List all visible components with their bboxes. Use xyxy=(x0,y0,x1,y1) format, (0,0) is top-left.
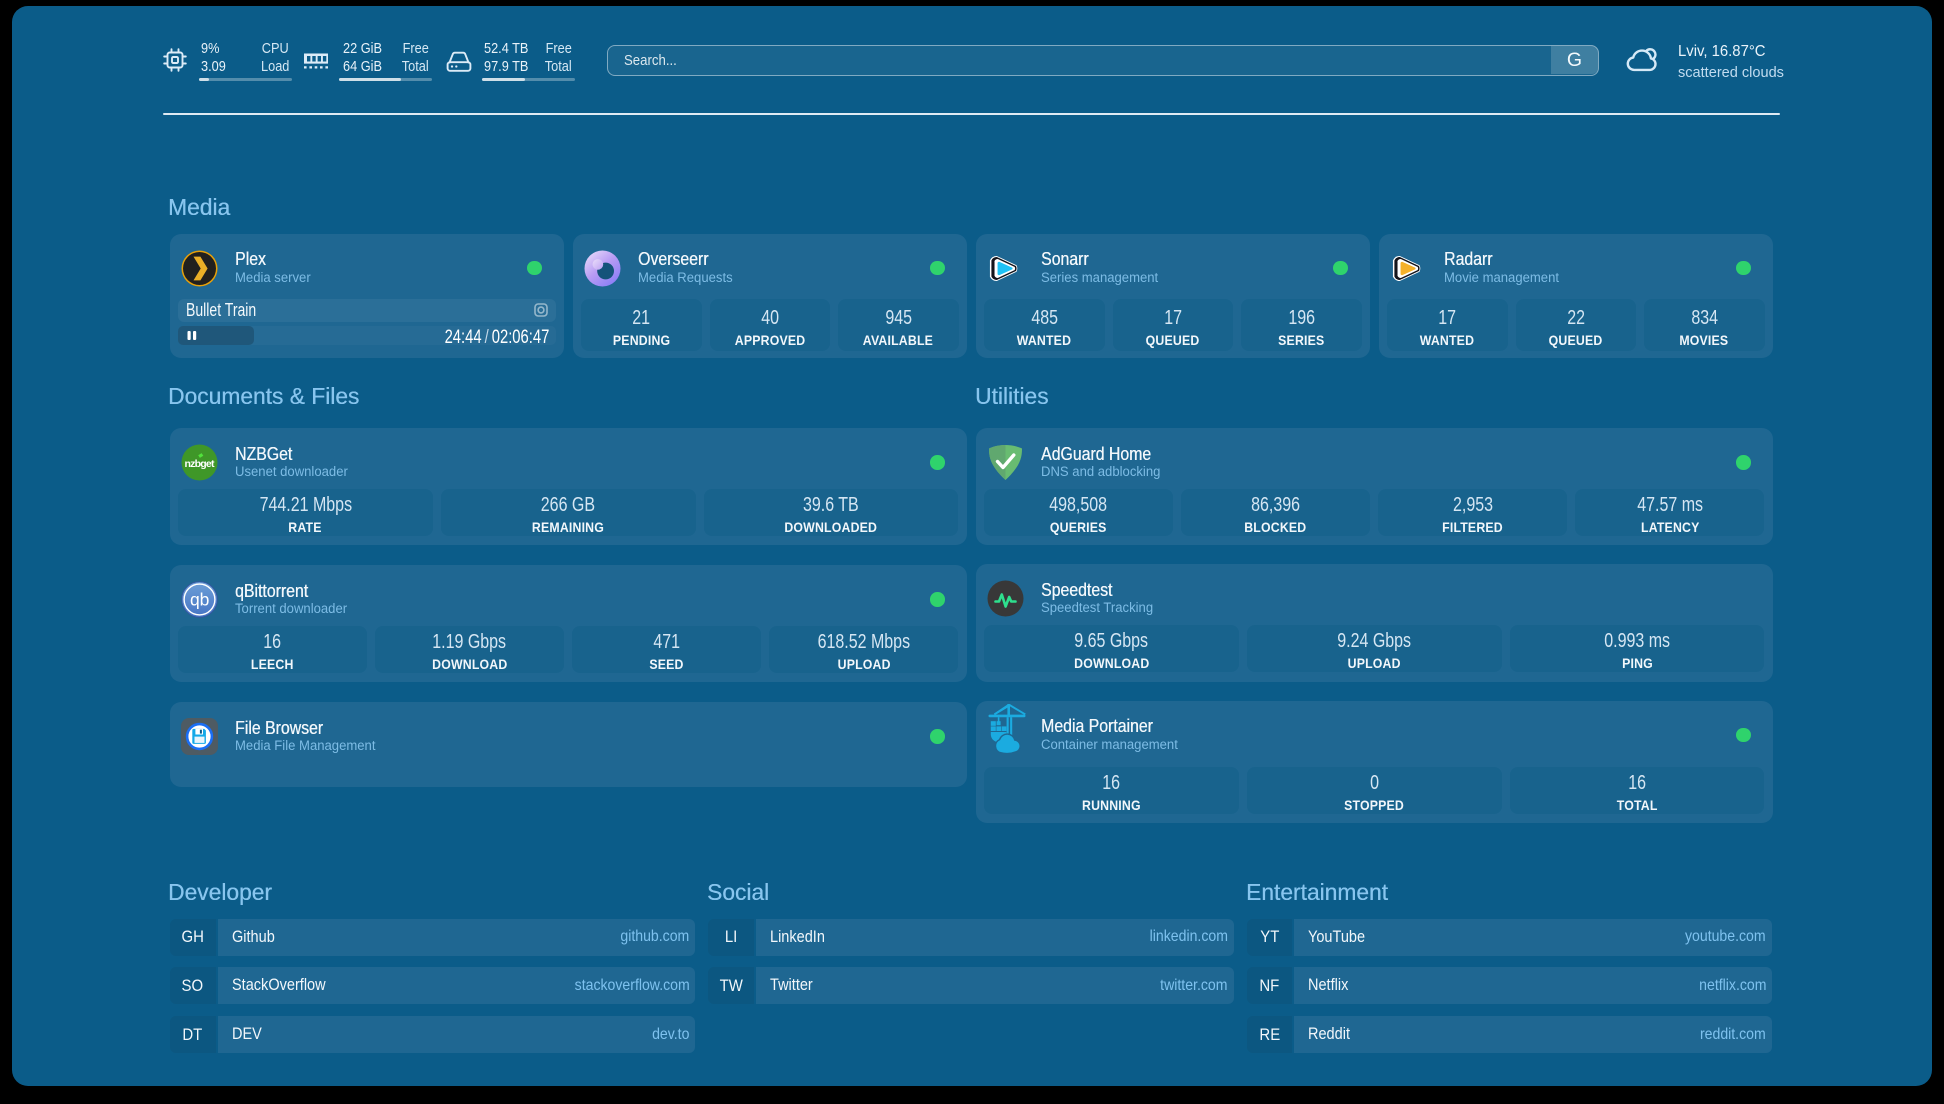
svg-text:qb: qb xyxy=(190,589,209,609)
svg-text:nzbget: nzbget xyxy=(185,458,216,470)
